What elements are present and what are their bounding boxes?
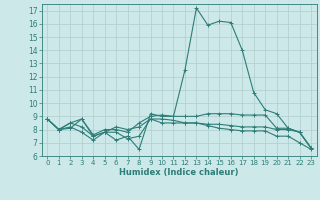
X-axis label: Humidex (Indice chaleur): Humidex (Indice chaleur) bbox=[119, 168, 239, 177]
